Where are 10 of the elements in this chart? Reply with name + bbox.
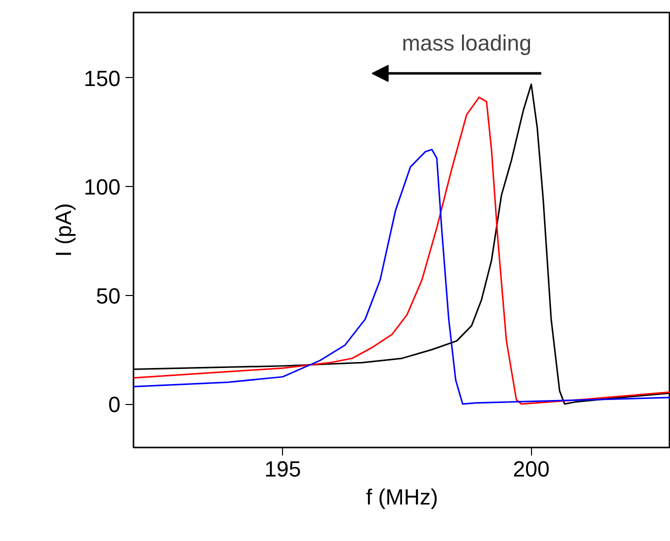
y-tick-label: 100 bbox=[84, 174, 121, 200]
y-axis-title: I (pA) bbox=[50, 203, 76, 257]
y-tick-label: 150 bbox=[84, 66, 121, 91]
line-series bbox=[134, 148, 670, 405]
x-tick-label: 200 bbox=[512, 456, 550, 482]
y-tick-label: 50 bbox=[96, 283, 121, 308]
x-axis-title: f (MHz) bbox=[366, 484, 438, 510]
y-tick-label: 0 bbox=[108, 392, 121, 417]
annotation: mass loading bbox=[402, 30, 532, 56]
x-tick-label: 195 bbox=[264, 456, 302, 482]
